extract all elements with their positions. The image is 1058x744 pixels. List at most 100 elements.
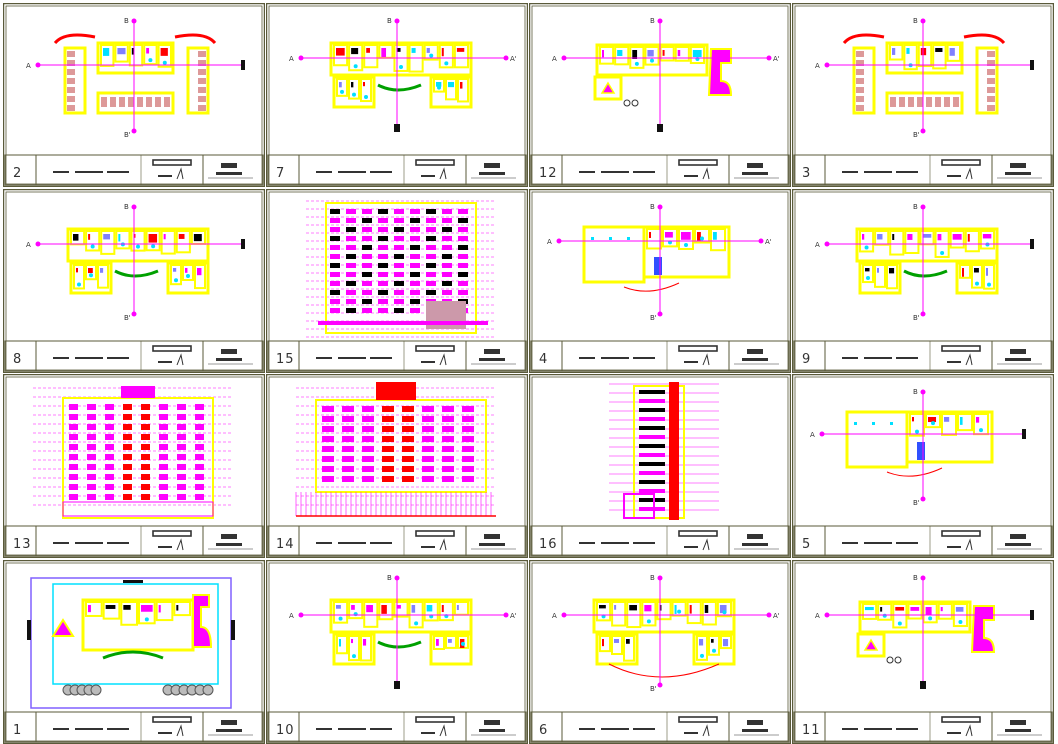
drawing-sheet[interactable]: A A' B 10 [266, 560, 528, 744]
title-text-mark [864, 357, 892, 359]
window [322, 476, 334, 482]
drawing-sheet[interactable]: 15 [266, 189, 528, 373]
logo-mark [1010, 163, 1026, 168]
room [889, 230, 905, 256]
section-marker-icon [657, 204, 663, 210]
section-marker-icon [920, 496, 926, 502]
window [410, 227, 420, 232]
room [100, 230, 116, 255]
drawing-sheet[interactable]: A B B' 5 [792, 374, 1054, 558]
drawing-sheet[interactable]: A B B' 3 [792, 3, 1054, 187]
stair-well [917, 442, 925, 460]
window [159, 484, 168, 490]
window [141, 454, 150, 460]
window [394, 245, 404, 250]
drawing-sheet[interactable]: A A' B 12 [529, 3, 791, 187]
section-label-a-prime: A' [765, 238, 772, 246]
drawing-sheet[interactable]: A B B' 9 [792, 189, 1054, 373]
window [362, 426, 374, 432]
sheet-number: 3 [802, 166, 812, 181]
column [353, 64, 358, 69]
window [378, 290, 388, 295]
room [160, 230, 176, 255]
column [162, 60, 167, 65]
window [123, 464, 132, 470]
room-unit [101, 97, 107, 107]
fixture [351, 639, 353, 644]
drawing-sheet[interactable]: 14 [266, 374, 528, 558]
window [426, 254, 436, 259]
room [155, 601, 174, 622]
fixture [448, 639, 452, 643]
section-label-b-prime: B' [913, 131, 920, 139]
window [159, 494, 168, 500]
window [69, 424, 78, 430]
room [457, 78, 469, 103]
fixture [441, 48, 444, 57]
fixture [955, 607, 964, 612]
window [330, 281, 340, 286]
drawing-sheet[interactable]: A A' B 7 [266, 3, 528, 187]
tree-icon [90, 684, 102, 696]
tree-icon [202, 684, 214, 696]
section-marker-icon [556, 238, 562, 244]
drawing-sheet[interactable]: A A' B B' 6 [529, 560, 791, 744]
sheet-inner-frame [5, 5, 263, 185]
room-unit [856, 51, 864, 57]
column [591, 237, 594, 240]
window [426, 281, 436, 286]
room-unit [987, 60, 995, 66]
window [362, 227, 372, 232]
column [958, 620, 963, 625]
magenta-wing [707, 48, 733, 96]
site-marker [231, 620, 235, 640]
drawing-sheet[interactable]: 1 [3, 560, 265, 744]
drawing-sheet[interactable]: A B B' 2 [3, 3, 265, 187]
fixture [967, 234, 970, 242]
column [872, 422, 875, 425]
window [105, 484, 114, 490]
window [410, 308, 420, 313]
drawing-sheet[interactable]: 16 [529, 374, 791, 558]
sheet-outer-frame [266, 374, 528, 558]
title-text-mark [53, 171, 69, 173]
window [422, 466, 434, 472]
drawing-content [609, 382, 719, 520]
sheet-number: 9 [802, 352, 812, 367]
north-arrow-icon [439, 724, 447, 737]
room [971, 264, 983, 289]
room-unit [155, 97, 161, 107]
triangle-feature [600, 81, 616, 94]
drawing-content: A A' B B' [547, 203, 772, 322]
lobby [856, 632, 886, 658]
section-label-a-prime: A' [773, 55, 780, 63]
north-arrow-icon [702, 724, 710, 737]
drawing-sheet[interactable]: A B B' 8 [3, 189, 265, 373]
drawing-content: A B B' [810, 388, 1026, 507]
column [700, 653, 704, 658]
room-unit [856, 87, 864, 93]
window [458, 236, 468, 241]
fixture [76, 268, 78, 273]
title-text-mark [601, 542, 629, 544]
sheet-drawing: A A' B [266, 3, 528, 187]
window [346, 272, 356, 277]
drawing-sheet[interactable]: 13 [3, 374, 265, 558]
title-block [267, 154, 527, 186]
north-arrow-icon [965, 538, 973, 551]
logo-mark [747, 720, 763, 725]
window [458, 290, 468, 295]
room-unit [198, 87, 206, 93]
canopy-curve [886, 467, 943, 477]
fixture [937, 234, 942, 241]
column [144, 617, 149, 622]
window [442, 254, 452, 259]
room [194, 264, 206, 290]
drawing-sheet[interactable]: A B 11 [792, 560, 1054, 744]
fixture [426, 605, 433, 612]
window [195, 474, 204, 480]
title-block [4, 154, 264, 186]
logo-mark [1010, 349, 1026, 354]
room [596, 601, 612, 622]
drawing-sheet[interactable]: A A' B B' 4 [529, 189, 791, 373]
